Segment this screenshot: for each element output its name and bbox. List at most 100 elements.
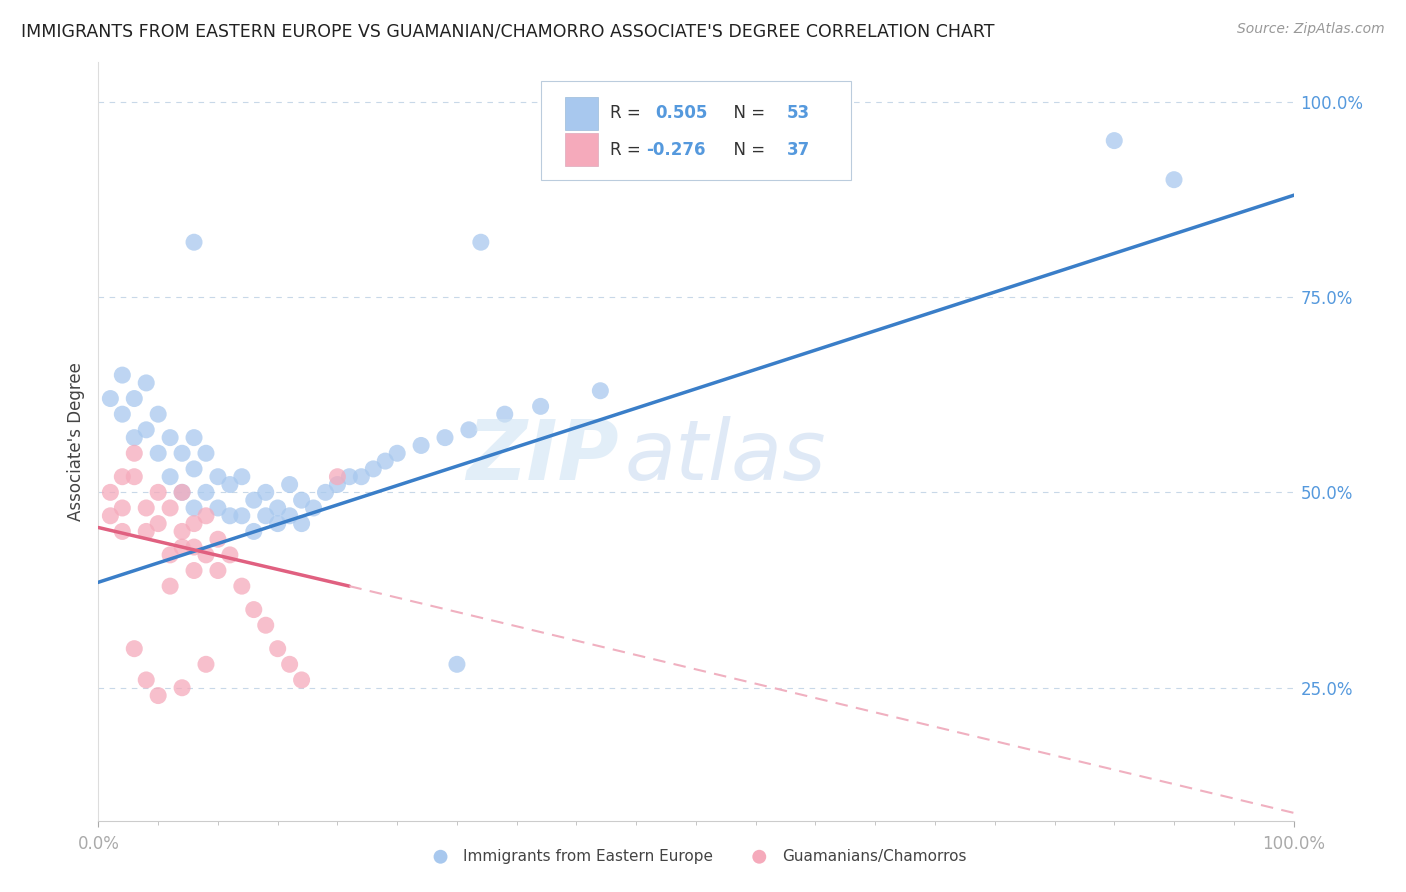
Point: [219, 508, 242, 523]
Point: [267, 500, 290, 515]
Point: [135, 673, 157, 687]
Point: [339, 469, 361, 483]
Point: [111, 407, 134, 421]
Point: [267, 516, 290, 531]
Point: [243, 602, 266, 616]
FancyBboxPatch shape: [565, 96, 598, 130]
Point: [124, 431, 146, 445]
Point: [267, 641, 290, 656]
Y-axis label: Associate's Degree: Associate's Degree: [66, 362, 84, 521]
Point: [124, 392, 146, 406]
Point: [231, 508, 253, 523]
Point: [135, 500, 157, 515]
Point: [254, 508, 277, 523]
Text: N =: N =: [724, 104, 770, 122]
Point: [254, 485, 277, 500]
Point: [231, 579, 253, 593]
Point: [243, 493, 266, 508]
Point: [98, 392, 122, 406]
Point: [530, 400, 553, 414]
Point: [183, 500, 205, 515]
Point: [278, 657, 301, 672]
Point: [172, 485, 194, 500]
Text: 53: 53: [787, 104, 810, 122]
Point: [231, 469, 253, 483]
Point: [589, 384, 612, 398]
Point: [470, 235, 492, 250]
Point: [111, 524, 134, 539]
Point: [494, 407, 516, 421]
Point: [195, 548, 218, 562]
Point: [1163, 172, 1185, 186]
Point: [148, 689, 170, 703]
FancyBboxPatch shape: [565, 133, 598, 166]
Text: N =: N =: [724, 141, 770, 159]
Point: [326, 477, 349, 491]
Point: [172, 485, 194, 500]
Point: [291, 516, 314, 531]
Point: [195, 485, 218, 500]
Point: [183, 431, 205, 445]
Point: [111, 500, 134, 515]
Legend: Immigrants from Eastern Europe, Guamanians/Chamorros: Immigrants from Eastern Europe, Guamania…: [419, 843, 973, 870]
Point: [219, 477, 242, 491]
Point: [98, 485, 122, 500]
Text: ZIP: ZIP: [465, 417, 619, 497]
Point: [148, 407, 170, 421]
Point: [363, 462, 385, 476]
Point: [148, 446, 170, 460]
Point: [446, 657, 468, 672]
Text: 37: 37: [787, 141, 810, 159]
Point: [183, 462, 205, 476]
Point: [326, 469, 349, 483]
Point: [195, 657, 218, 672]
Point: [159, 500, 181, 515]
Point: [291, 673, 314, 687]
Point: [183, 564, 205, 578]
Point: [135, 524, 157, 539]
Point: [254, 618, 277, 632]
Point: [374, 454, 396, 468]
Point: [124, 641, 146, 656]
Text: IMMIGRANTS FROM EASTERN EUROPE VS GUAMANIAN/CHAMORRO ASSOCIATE'S DEGREE CORRELAT: IMMIGRANTS FROM EASTERN EUROPE VS GUAMAN…: [21, 22, 994, 40]
Point: [207, 564, 229, 578]
Point: [172, 446, 194, 460]
Point: [183, 516, 205, 531]
Point: [411, 438, 433, 452]
Point: [124, 446, 146, 460]
Point: [302, 500, 325, 515]
Text: 0.505: 0.505: [655, 104, 707, 122]
Point: [278, 477, 301, 491]
Point: [207, 533, 229, 547]
Point: [172, 540, 194, 554]
Point: [159, 431, 181, 445]
Point: [195, 508, 218, 523]
Point: [385, 446, 409, 460]
Point: [124, 469, 146, 483]
Point: [183, 235, 205, 250]
Text: Source: ZipAtlas.com: Source: ZipAtlas.com: [1237, 22, 1385, 37]
Point: [350, 469, 373, 483]
Text: R =: R =: [610, 141, 645, 159]
Point: [159, 469, 181, 483]
Point: [159, 548, 181, 562]
Point: [278, 508, 301, 523]
Point: [315, 485, 337, 500]
Point: [434, 431, 457, 445]
Point: [458, 423, 481, 437]
Point: [207, 500, 229, 515]
Text: R =: R =: [610, 104, 645, 122]
Point: [111, 469, 134, 483]
Point: [183, 540, 205, 554]
Point: [243, 524, 266, 539]
Point: [219, 548, 242, 562]
Point: [148, 485, 170, 500]
FancyBboxPatch shape: [541, 81, 852, 180]
Point: [172, 681, 194, 695]
Point: [291, 493, 314, 508]
Text: -0.276: -0.276: [645, 141, 706, 159]
Point: [135, 423, 157, 437]
Point: [148, 516, 170, 531]
Point: [172, 524, 194, 539]
Point: [135, 376, 157, 390]
